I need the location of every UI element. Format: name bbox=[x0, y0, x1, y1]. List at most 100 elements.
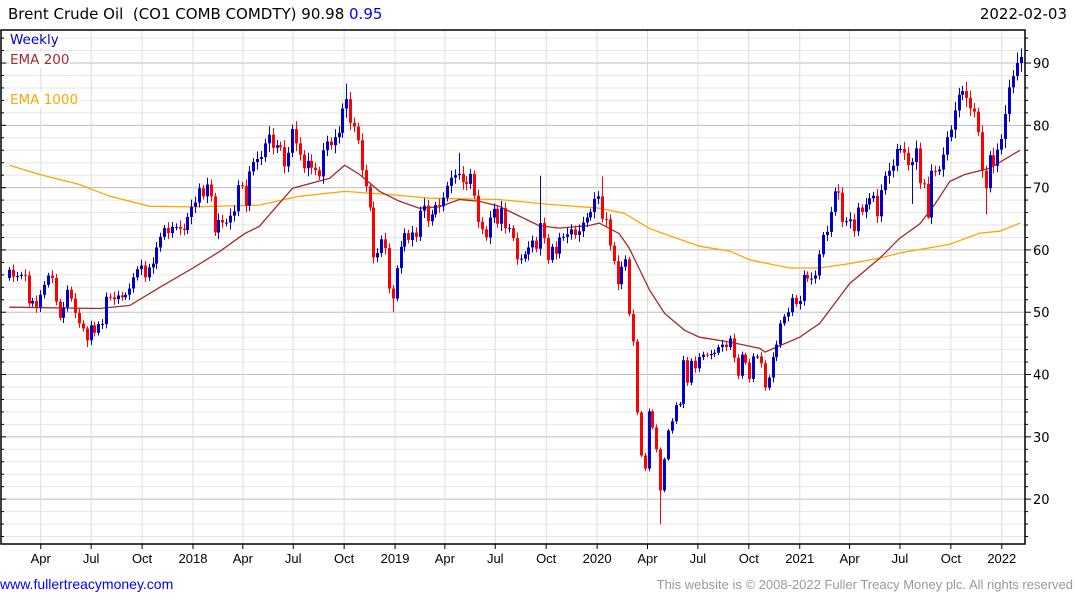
candle-up bbox=[566, 227, 569, 244]
candle-up bbox=[291, 124, 294, 158]
candle-body bbox=[276, 145, 279, 148]
candle-up bbox=[128, 283, 131, 300]
candle-body bbox=[996, 149, 999, 166]
candle-up bbox=[578, 224, 581, 242]
candle-down bbox=[644, 452, 647, 472]
candle-up bbox=[620, 261, 623, 290]
candle-body bbox=[659, 449, 662, 491]
candle-body bbox=[70, 289, 73, 299]
candle-body bbox=[225, 222, 228, 224]
x-tick-label: Apr bbox=[435, 551, 456, 566]
candle-body bbox=[59, 301, 62, 318]
candle-body bbox=[295, 129, 298, 144]
candle-up bbox=[326, 135, 329, 157]
candle-down bbox=[760, 352, 763, 368]
candle-up bbox=[946, 131, 949, 161]
y-tick-label: 70 bbox=[1033, 182, 1050, 197]
candle-body bbox=[764, 363, 767, 388]
candle-up bbox=[458, 152, 461, 180]
candle-down bbox=[992, 147, 995, 174]
candle-body bbox=[105, 296, 108, 325]
candle-body bbox=[496, 208, 499, 224]
candle-body bbox=[361, 140, 364, 171]
candle-body bbox=[179, 226, 182, 229]
candle-up bbox=[682, 355, 685, 409]
candle-body bbox=[950, 129, 953, 138]
x-tick-label: Jul bbox=[892, 551, 909, 566]
candle-up bbox=[20, 271, 23, 280]
candle-up bbox=[586, 213, 589, 228]
candle-body bbox=[729, 338, 732, 348]
candle-body bbox=[279, 145, 282, 148]
candle-body bbox=[345, 99, 348, 109]
candle-body bbox=[384, 239, 387, 249]
candle-up bbox=[582, 216, 585, 237]
candle-up bbox=[961, 85, 964, 101]
candle-down bbox=[462, 166, 465, 190]
candle-body bbox=[558, 237, 561, 254]
candle-down bbox=[357, 122, 360, 145]
x-tick-label: Jul bbox=[285, 551, 302, 566]
candle-down bbox=[353, 117, 356, 133]
candle-body bbox=[946, 137, 949, 155]
candle-body bbox=[248, 171, 251, 206]
candle-body bbox=[504, 208, 507, 229]
y-tick-label: 60 bbox=[1033, 244, 1050, 259]
candle-down bbox=[617, 255, 620, 291]
candle-body bbox=[775, 344, 778, 358]
candle-down bbox=[516, 232, 519, 265]
candle-up bbox=[597, 191, 600, 205]
candle-body bbox=[725, 344, 728, 348]
candle-up bbox=[791, 293, 794, 317]
candle-down bbox=[919, 142, 922, 190]
candle-body bbox=[136, 269, 139, 278]
candle-down bbox=[934, 165, 937, 177]
candle-body bbox=[880, 190, 883, 217]
candle-down bbox=[74, 293, 77, 319]
candle-up bbox=[252, 157, 255, 176]
candle-body bbox=[1008, 87, 1011, 115]
legend-weekly: Weekly bbox=[9, 32, 60, 48]
candle-up bbox=[702, 351, 705, 361]
candle-up bbox=[256, 151, 259, 170]
candle-body bbox=[322, 150, 325, 177]
candle-up bbox=[857, 202, 860, 236]
candle-up bbox=[849, 212, 852, 229]
candle-body bbox=[663, 459, 666, 491]
website-link[interactable]: www.fullertreacymoney.com bbox=[0, 576, 174, 592]
candle-up bbox=[194, 196, 197, 213]
x-tick-label: Oct bbox=[334, 551, 355, 566]
candle-body bbox=[221, 220, 224, 223]
candle-up bbox=[713, 349, 716, 358]
candle-body bbox=[582, 222, 585, 232]
copyright-notice: This website is © 2008-2022 Fuller Treac… bbox=[656, 577, 1073, 592]
candle-up bbox=[756, 354, 759, 359]
candle-body bbox=[229, 215, 232, 223]
candle-body bbox=[783, 316, 786, 324]
y-tick-label: 30 bbox=[1033, 431, 1050, 446]
candle-down bbox=[636, 338, 639, 416]
candle-down bbox=[547, 234, 550, 264]
candle-body bbox=[264, 143, 267, 158]
candle-down bbox=[601, 176, 604, 223]
candle-body bbox=[446, 185, 449, 198]
candle-up bbox=[43, 281, 46, 299]
price-change: 0.95 bbox=[349, 5, 383, 23]
candle-body bbox=[655, 427, 658, 450]
candle-up bbox=[450, 170, 453, 194]
candle-body bbox=[369, 186, 372, 208]
candle-body bbox=[39, 294, 42, 308]
candle-up bbox=[31, 297, 34, 307]
ema-200-line-group bbox=[9, 149, 1021, 353]
candle-down bbox=[543, 217, 546, 244]
candle-up bbox=[260, 150, 263, 166]
candle-up bbox=[830, 206, 833, 237]
candle-down bbox=[725, 340, 728, 351]
candle-up bbox=[911, 157, 914, 204]
candle-up bbox=[248, 165, 251, 212]
x-tick-label: Apr bbox=[839, 551, 860, 566]
candle-body bbox=[186, 216, 189, 230]
candle-down bbox=[438, 198, 441, 213]
candle-body bbox=[555, 246, 558, 254]
candle-up bbox=[624, 255, 627, 271]
